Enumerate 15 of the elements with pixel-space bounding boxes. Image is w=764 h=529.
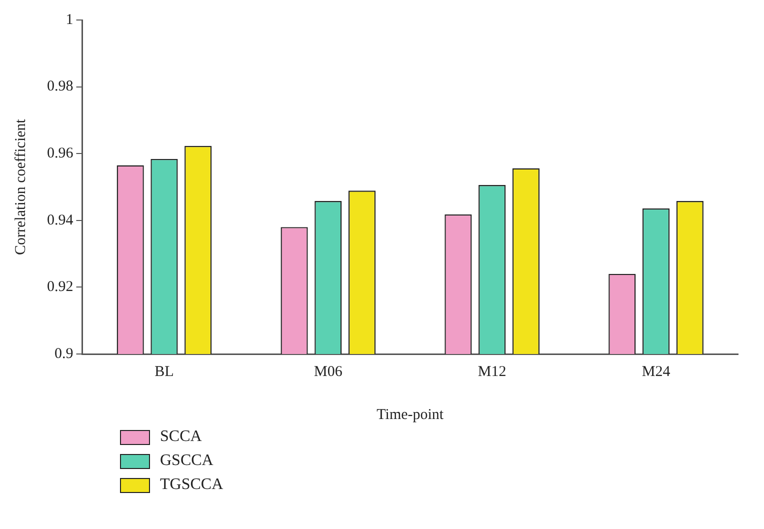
y-tick-label: 0.9: [54, 346, 74, 362]
x-tick-label: M24: [642, 364, 671, 380]
legend-label: GSCCA: [160, 452, 214, 470]
y-tick-label: 0.92: [47, 279, 74, 296]
y-tick-label: 0.96: [47, 146, 74, 162]
y-axis-title: Correlation coefficient: [12, 118, 29, 255]
legend-label: TGSCCA: [160, 476, 224, 494]
legend-label: SCCA: [160, 428, 202, 446]
x-tick-label: M06: [314, 364, 343, 380]
y-tick-label: 0.94: [47, 212, 74, 228]
y-tick-label: 0.98: [47, 78, 74, 95]
x-tick-label: BL: [154, 364, 174, 380]
x-tick-label: M12: [478, 364, 506, 380]
y-tick-label: 1: [66, 12, 74, 28]
x-axis-title: Time-point: [376, 406, 444, 423]
